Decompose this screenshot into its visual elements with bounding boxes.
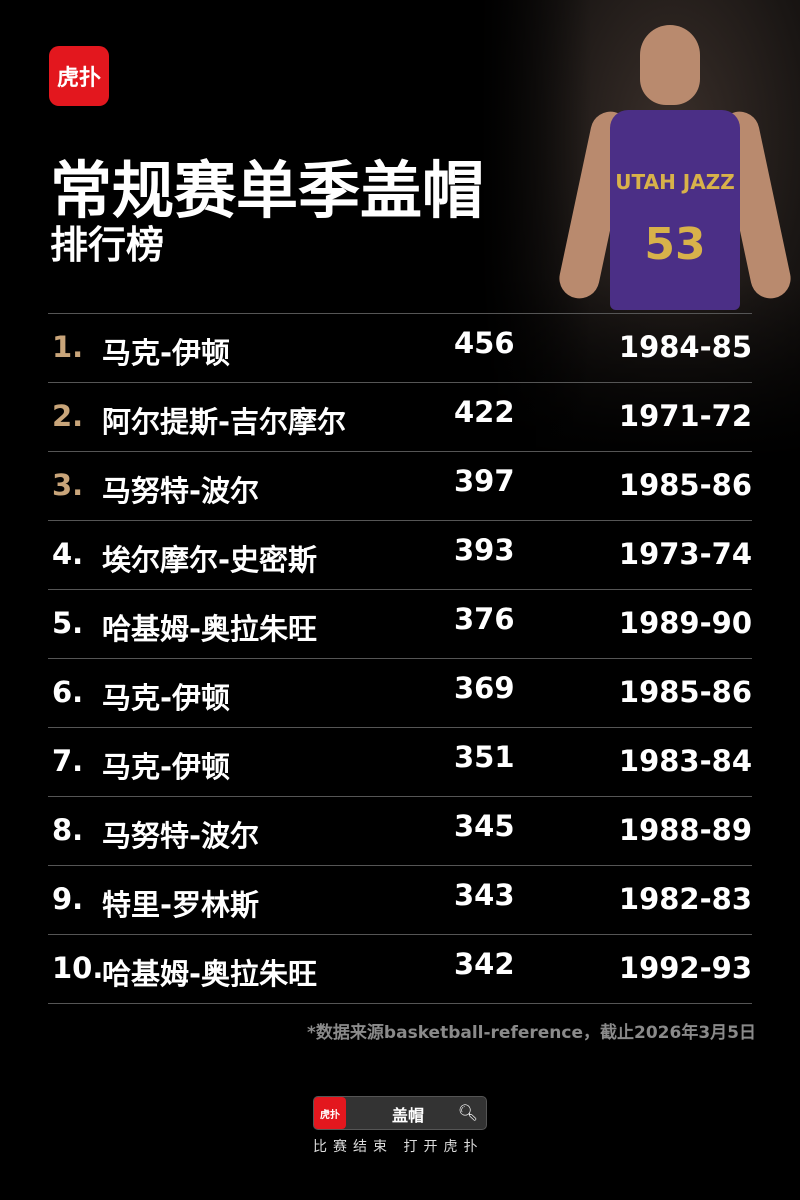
season: 1984-85 <box>618 330 752 364</box>
page-title: 常规赛单季盖帽 <box>50 154 485 227</box>
table-row: 5. 哈基姆-奥拉朱旺 376 1989-90 <box>48 590 752 659</box>
hupu-logo: 虎扑 <box>49 46 109 106</box>
blocks-value: 376 <box>454 602 515 636</box>
player-name: 马努特-波尔 <box>102 819 260 853</box>
blocks-value: 342 <box>454 947 515 981</box>
footer-caption: 比赛结束 打开虎扑 <box>313 1139 484 1155</box>
season: 1992-93 <box>618 951 752 985</box>
season: 1973-74 <box>618 537 752 571</box>
jersey-number: 53 <box>644 219 706 270</box>
player-name: 马克-伊顿 <box>102 336 231 370</box>
table-row: 3. 马努特-波尔 397 1985-86 <box>48 452 752 521</box>
rank: 6. <box>52 675 84 709</box>
page-subtitle: 排行榜 <box>50 223 165 267</box>
search-bar[interactable]: 虎扑 盖帽 🔍︎ <box>313 1096 487 1130</box>
player-name: 特里-罗林斯 <box>102 888 260 922</box>
table-row: 9. 特里-罗林斯 343 1982-83 <box>48 866 752 935</box>
rank: 10. <box>52 951 104 985</box>
rank: 9. <box>52 882 84 916</box>
table-row: 8. 马努特-波尔 345 1988-89 <box>48 797 752 866</box>
season: 1988-89 <box>618 813 752 847</box>
hupu-mini-logo: 虎扑 <box>314 1097 346 1129</box>
table-row: 4. 埃尔摩尔-史密斯 393 1973-74 <box>48 521 752 590</box>
blocks-value: 397 <box>454 464 515 498</box>
season: 1982-83 <box>618 882 752 916</box>
season: 1983-84 <box>618 744 752 778</box>
season: 1989-90 <box>618 606 752 640</box>
season: 1971-72 <box>618 399 752 433</box>
table-row: 6. 马克-伊顿 369 1985-86 <box>48 659 752 728</box>
blocks-value: 351 <box>454 740 515 774</box>
rank: 2. <box>52 399 84 433</box>
season: 1985-86 <box>618 468 752 502</box>
source-note: *数据来源basketball-reference，截止2026年3月5日 <box>307 1023 756 1043</box>
jersey: UTAH JAZZ 53 <box>610 110 740 310</box>
player-head <box>640 25 700 105</box>
blocks-value: 393 <box>454 533 515 567</box>
season: 1985-86 <box>618 675 752 709</box>
player-name: 马克-伊顿 <box>102 750 231 784</box>
rank: 3. <box>52 468 84 502</box>
player-name: 哈基姆-奥拉朱旺 <box>102 612 318 646</box>
player-name: 埃尔摩尔-史密斯 <box>102 543 318 577</box>
rank: 7. <box>52 744 84 778</box>
search-query: 盖帽 <box>392 1106 425 1125</box>
player-name: 马克-伊顿 <box>102 681 231 715</box>
blocks-value: 456 <box>454 326 515 360</box>
table-row: 2. 阿尔提斯-吉尔摩尔 422 1971-72 <box>48 383 752 452</box>
rank: 8. <box>52 813 84 847</box>
table-row: 1. 马克-伊顿 456 1984-85 <box>48 314 752 383</box>
jersey-team: UTAH JAZZ <box>615 170 735 194</box>
player-photo: UTAH JAZZ 53 <box>480 0 800 460</box>
player-name: 阿尔提斯-吉尔摩尔 <box>102 405 347 439</box>
rank: 1. <box>52 330 84 364</box>
player-name: 哈基姆-奥拉朱旺 <box>102 957 318 991</box>
rank: 4. <box>52 537 84 571</box>
search-icon[interactable]: 🔍︎ <box>457 1103 478 1122</box>
blocks-value: 369 <box>454 671 515 705</box>
blocks-value: 345 <box>454 809 515 843</box>
table-row: 10. 哈基姆-奥拉朱旺 342 1992-93 <box>48 935 752 1004</box>
table-row: 7. 马克-伊顿 351 1983-84 <box>48 728 752 797</box>
ranking-table: 1. 马克-伊顿 456 1984-85 2. 阿尔提斯-吉尔摩尔 422 1971-72 3.… <box>48 313 752 1004</box>
player-name: 马努特-波尔 <box>102 474 260 508</box>
blocks-value: 343 <box>454 878 515 912</box>
blocks-value: 422 <box>454 395 515 429</box>
rank: 5. <box>52 606 84 640</box>
